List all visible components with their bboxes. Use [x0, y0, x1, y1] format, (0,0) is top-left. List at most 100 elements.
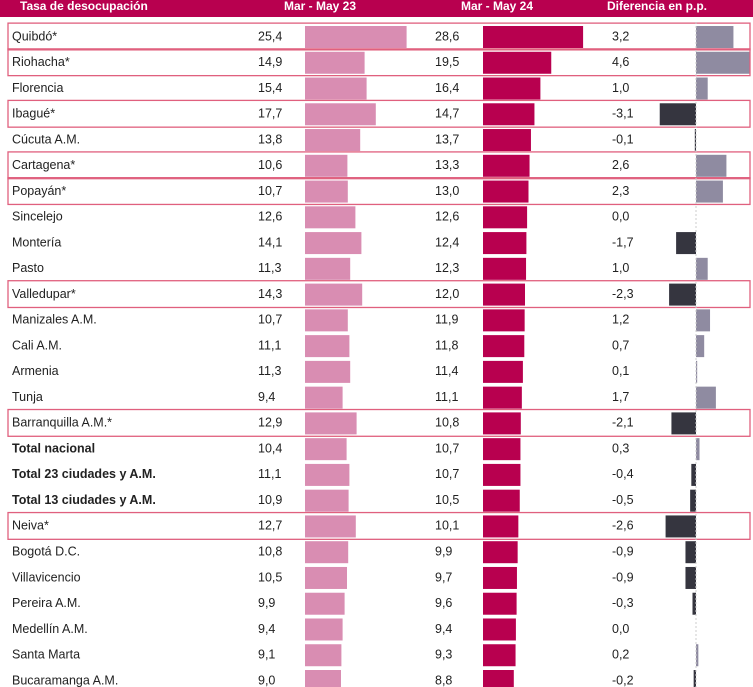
- bar: [696, 77, 708, 100]
- value-label: 10,8: [435, 416, 459, 430]
- bar: [305, 232, 362, 255]
- value-label: 25,4: [258, 29, 282, 43]
- value-label: -2,6: [612, 519, 634, 533]
- row-label: Bogotá D.C.: [12, 544, 80, 558]
- row-highlight: [7, 511, 751, 540]
- row-highlight: [7, 151, 751, 180]
- row-label: Manizales A.M.: [12, 313, 97, 327]
- bar: [676, 232, 696, 255]
- row-label: Total 13 ciudades y A.M.: [12, 493, 156, 507]
- bar: [483, 103, 535, 126]
- bar: [696, 644, 699, 667]
- value-label: 12,9: [258, 416, 282, 430]
- bar: [483, 670, 514, 687]
- column-header: Mar - May 24: [461, 0, 533, 13]
- row-label: Total nacional: [12, 441, 95, 455]
- value-label: -0,9: [612, 570, 634, 584]
- bar: [483, 438, 521, 461]
- row-highlight: [7, 48, 751, 77]
- bar: [483, 463, 521, 486]
- bar: [305, 180, 348, 203]
- value-label: 0,7: [612, 338, 629, 352]
- value-label: 9,6: [435, 596, 452, 610]
- value-label: 8,8: [435, 673, 452, 687]
- value-label: 10,7: [258, 184, 282, 198]
- row-label: Pereira A.M.: [12, 596, 81, 610]
- value-label: 17,7: [258, 107, 282, 121]
- value-label: 4,6: [612, 55, 629, 69]
- value-label: 16,4: [435, 81, 459, 95]
- value-label: 14,7: [435, 107, 459, 121]
- value-label: 13,7: [435, 132, 459, 146]
- bar: [305, 412, 357, 435]
- bar: [483, 360, 523, 383]
- bar: [483, 206, 528, 229]
- value-label: -0,9: [612, 544, 634, 558]
- bar: [685, 541, 696, 564]
- value-label: 10,1: [435, 519, 459, 533]
- bar: [483, 309, 525, 332]
- bar: [483, 154, 530, 177]
- value-label: 10,6: [258, 158, 282, 172]
- value-label: -0,4: [612, 467, 634, 481]
- row-label: Quibdó*: [12, 29, 57, 43]
- bar: [305, 566, 347, 589]
- bar: [696, 309, 711, 332]
- bar: [305, 515, 356, 538]
- header-bar: [0, 0, 753, 17]
- bar: [696, 180, 723, 203]
- bar: [696, 51, 750, 74]
- value-label: 1,2: [612, 313, 629, 327]
- value-label: 11,3: [258, 364, 281, 378]
- bar: [305, 206, 356, 229]
- bar: [305, 335, 350, 358]
- bar: [665, 515, 696, 538]
- column-header: Mar - May 23: [284, 0, 356, 13]
- bar: [696, 360, 698, 383]
- bar: [696, 26, 734, 48]
- bar: [696, 438, 700, 461]
- bar: [696, 154, 727, 177]
- value-label: 10,7: [435, 467, 459, 481]
- value-label: 0,0: [612, 622, 629, 636]
- value-label: 10,7: [435, 441, 459, 455]
- bar: [483, 51, 552, 74]
- bar: [483, 618, 516, 641]
- bar: [483, 541, 518, 564]
- row-highlight: [7, 408, 751, 437]
- row-label: Armenia: [12, 364, 59, 378]
- value-label: -0,3: [612, 596, 634, 610]
- row-header: Tasa de desocupación: [20, 0, 148, 13]
- value-label: -0,5: [612, 493, 634, 507]
- value-label: 12,3: [435, 261, 459, 275]
- bar: [305, 386, 343, 409]
- value-label: 10,5: [258, 570, 282, 584]
- value-label: 10,8: [258, 544, 282, 558]
- value-label: 10,7: [258, 313, 282, 327]
- value-label: 13,0: [435, 184, 459, 198]
- value-label: 9,7: [435, 570, 452, 584]
- value-label: 11,1: [258, 338, 281, 352]
- bar: [483, 180, 529, 203]
- value-label: 14,3: [258, 287, 282, 301]
- bar: [693, 670, 696, 687]
- value-label: 9,1: [258, 648, 275, 662]
- value-label: 2,6: [612, 158, 629, 172]
- bar: [483, 283, 525, 306]
- value-label: 11,9: [435, 313, 458, 327]
- row-label: Cali A.M.: [12, 338, 62, 352]
- bar: [305, 309, 348, 332]
- bar: [305, 103, 376, 126]
- row-label: Florencia: [12, 81, 63, 95]
- bar: [671, 412, 696, 435]
- bar: [483, 77, 541, 100]
- bar: [483, 335, 525, 358]
- row-label: Riohacha*: [12, 55, 70, 69]
- row-label: Bucaramanga A.M.: [12, 673, 118, 687]
- row-label: Villavicencio: [12, 570, 81, 584]
- bar: [659, 103, 696, 126]
- bar: [305, 51, 365, 74]
- value-label: 13,3: [435, 158, 459, 172]
- bar: [483, 129, 531, 152]
